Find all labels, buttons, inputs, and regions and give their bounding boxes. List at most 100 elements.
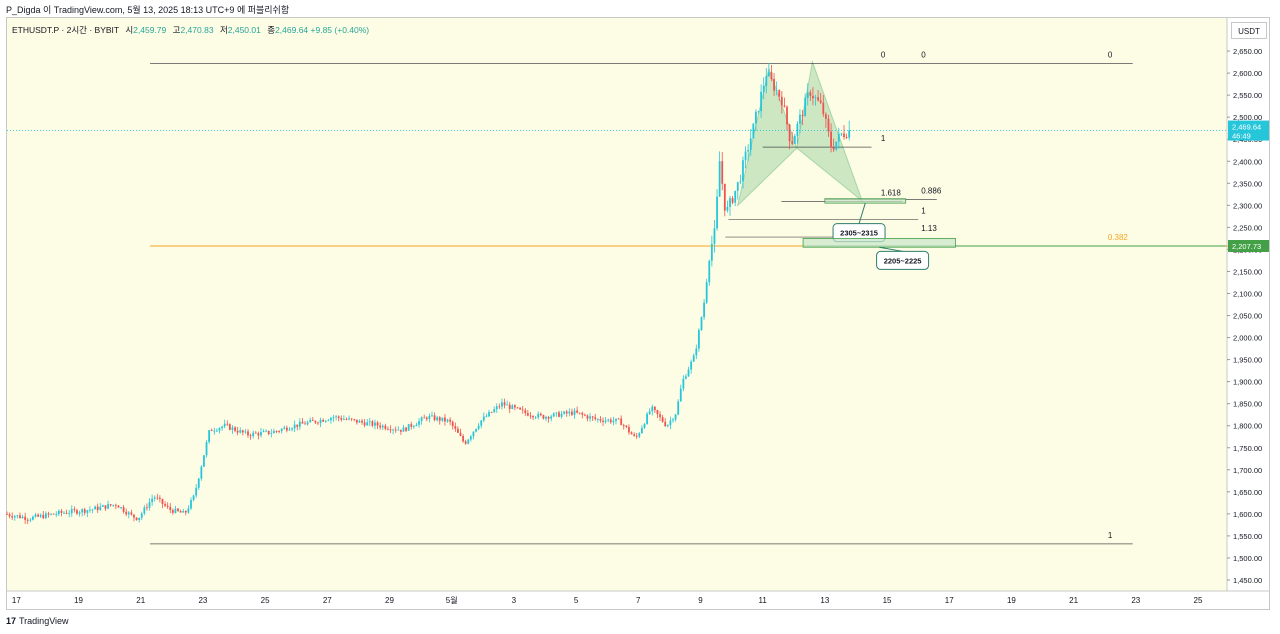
- candle-body: [63, 512, 65, 514]
- candle-body: [239, 430, 242, 433]
- candle-body: [770, 72, 773, 79]
- candle-body: [640, 427, 643, 434]
- candle-body: [306, 422, 309, 425]
- candle-body: [604, 420, 607, 422]
- candle-body: [817, 97, 820, 101]
- candle-body: [498, 406, 501, 408]
- candle-body: [495, 406, 498, 410]
- candle-body: [342, 419, 345, 420]
- candle-body: [226, 423, 229, 425]
- current-price-tag: [1228, 120, 1269, 141]
- candle-body: [524, 410, 527, 414]
- level-price-tag-value: 2,207.73: [1232, 242, 1261, 251]
- candle-body: [819, 100, 822, 103]
- candle-body: [480, 420, 483, 426]
- candle-body: [630, 432, 633, 435]
- candle-body: [565, 411, 568, 414]
- candle-body: [713, 228, 716, 244]
- fib-level-label: 1: [921, 206, 926, 215]
- candle-body: [133, 514, 135, 518]
- candle-body: [845, 137, 848, 138]
- candle-body: [285, 427, 288, 431]
- candle-body: [791, 141, 794, 144]
- candle-body: [666, 425, 669, 427]
- candle-body: [602, 420, 604, 422]
- candle-body: [731, 198, 734, 203]
- time-tick-label: 19: [1007, 596, 1016, 605]
- candle-body: [583, 414, 586, 416]
- candle-body: [734, 190, 737, 203]
- candle-body: [482, 416, 485, 421]
- candle-body: [117, 505, 120, 508]
- price-tick-label: 1,850.00: [1233, 400, 1262, 409]
- price-tick-label: 2,050.00: [1233, 312, 1262, 321]
- candle-body: [76, 510, 78, 514]
- tradingview-logo[interactable]: 17 TradingView: [6, 616, 69, 626]
- candle-body: [840, 133, 843, 135]
- candle-body: [412, 426, 415, 427]
- candle-body: [596, 418, 599, 420]
- price-tick-label: 2,650.00: [1233, 47, 1262, 56]
- candle-body: [324, 420, 327, 422]
- candle-body: [843, 133, 845, 138]
- candle-body: [280, 428, 283, 432]
- candle-body: [436, 417, 439, 421]
- candle-body: [135, 517, 138, 520]
- candle-body: [475, 428, 477, 432]
- candle-body: [814, 97, 817, 99]
- candle-body: [804, 98, 807, 117]
- candle-body: [459, 432, 462, 436]
- callout-pointer: [879, 246, 903, 252]
- symbol-header: ETHUSDT.P · 2시간 · BYBIT 시2,459.79 고2,470…: [12, 24, 369, 36]
- price-tick-label: 2,000.00: [1233, 334, 1262, 343]
- candle-body: [786, 106, 788, 125]
- candle-body: [812, 95, 814, 99]
- candle-body: [454, 426, 457, 429]
- candle-body: [679, 388, 682, 402]
- chart-frame[interactable]: [6, 17, 1270, 610]
- candle-body: [368, 421, 371, 423]
- candle-body: [625, 425, 628, 428]
- candle-body: [81, 509, 84, 513]
- candle-body: [749, 138, 752, 151]
- candle-body: [760, 91, 763, 112]
- candle-body: [203, 455, 205, 467]
- currency-unit-button[interactable]: USDT: [1231, 22, 1267, 39]
- candle-body: [511, 405, 514, 409]
- candle-body: [534, 417, 537, 419]
- candle-body: [526, 413, 529, 416]
- candle-body: [586, 415, 589, 419]
- time-tick-label: 21: [136, 596, 145, 605]
- candle-body: [394, 429, 397, 431]
- candle-body: [837, 133, 840, 142]
- candle-body: [47, 513, 50, 515]
- candle-body: [384, 425, 387, 429]
- candle-body: [695, 348, 698, 356]
- price-tick-label: 1,600.00: [1233, 510, 1262, 519]
- candle-body: [257, 433, 260, 436]
- candle-body: [617, 418, 620, 420]
- candle-body: [169, 506, 172, 511]
- candle-body: [26, 519, 29, 521]
- candle-body: [457, 428, 459, 433]
- candle-body: [615, 418, 617, 421]
- tradingview-brand: TradingView: [19, 616, 69, 626]
- candle-body: [148, 502, 151, 508]
- symbol-name[interactable]: ETHUSDT.P · 2시간 · BYBIT: [12, 25, 119, 35]
- candle-body: [514, 405, 516, 408]
- time-tick-label: 19: [74, 596, 83, 605]
- candle-body: [793, 135, 796, 144]
- candle-body: [120, 507, 122, 508]
- candle-body: [260, 431, 262, 436]
- fib-level-label: 1.618: [881, 188, 902, 197]
- candle-body: [291, 428, 293, 430]
- candle-body: [273, 431, 275, 434]
- candle-body: [387, 428, 389, 430]
- candle-body: [210, 430, 213, 432]
- candle-body: [65, 512, 68, 514]
- candle-body: [674, 414, 677, 420]
- price-tick-label: 1,550.00: [1233, 532, 1262, 541]
- price-tick-label: 2,150.00: [1233, 267, 1262, 276]
- candle-body: [783, 105, 786, 107]
